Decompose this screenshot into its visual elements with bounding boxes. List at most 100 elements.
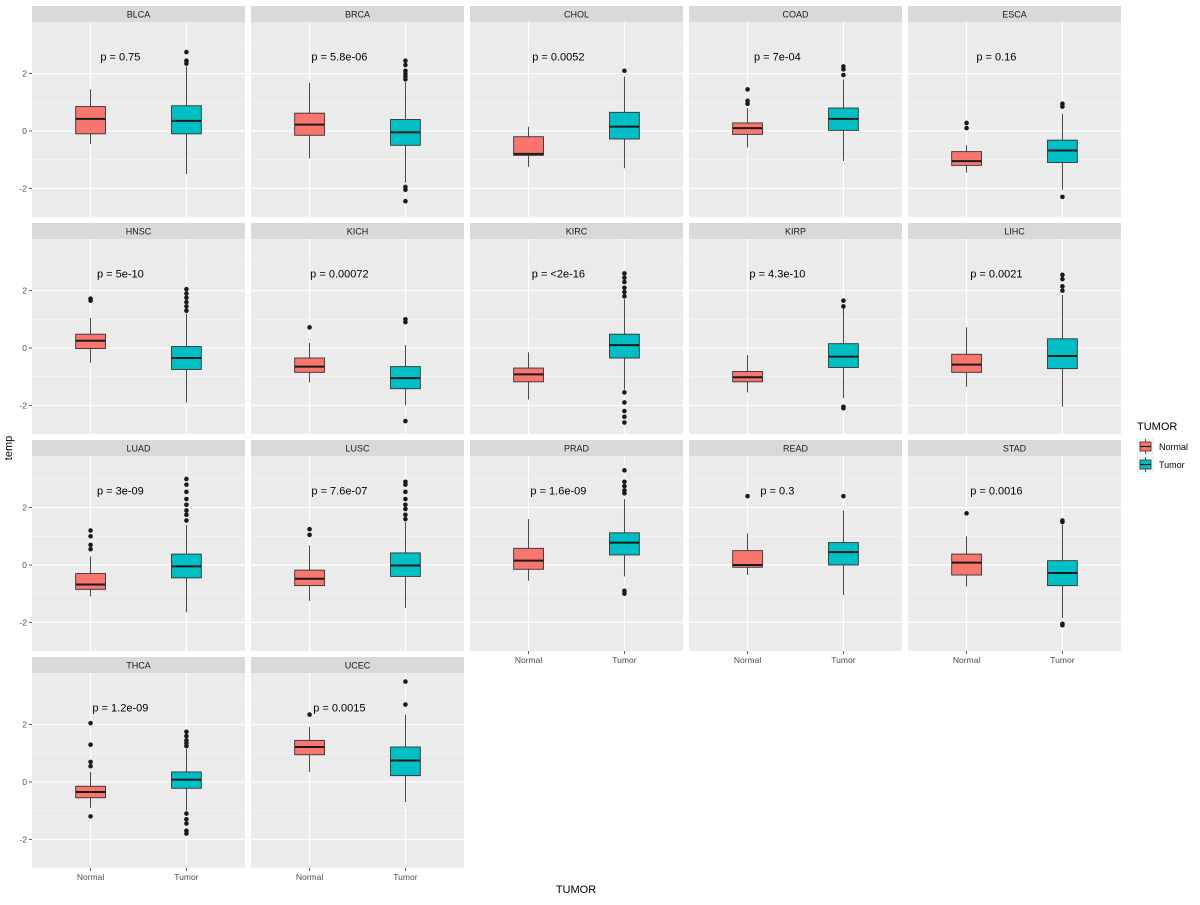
outlier-point (622, 468, 627, 473)
outlier-point (745, 87, 750, 92)
outlier-point (622, 275, 627, 281)
facet-strip-label: UCEC (345, 661, 371, 671)
x-tick-label: Normal (515, 655, 543, 665)
panel-background (251, 456, 464, 651)
panel-background (32, 22, 245, 217)
outlier-point (184, 816, 189, 822)
y-tick-label: -2 (19, 834, 27, 844)
facet-strip-label: BRCA (345, 10, 370, 20)
outlier-point (184, 729, 189, 735)
outlier-point (622, 68, 627, 74)
panel-background (689, 239, 902, 434)
panel-background (470, 22, 683, 217)
facet-strip-label: LIHC (1004, 227, 1025, 237)
outlier-point (88, 542, 93, 548)
box-normal (732, 550, 763, 568)
p-value-label: p = 0.3 (760, 485, 794, 497)
box-normal (294, 357, 325, 373)
p-value-label: p = 4.3e-10 (749, 268, 805, 280)
y-tick-label: 0 (22, 560, 27, 570)
box-tumor (828, 542, 859, 566)
outlier-point (88, 814, 93, 819)
y-tick-label: 0 (22, 343, 27, 353)
legend-title: TUMOR (1137, 421, 1177, 433)
outlier-point (307, 325, 312, 330)
x-tick-label: Normal (734, 655, 762, 665)
box-normal (513, 136, 544, 156)
x-tick-label: Tumor (612, 655, 636, 665)
facet-strip (32, 657, 245, 673)
outlier-point (184, 304, 189, 309)
facet-strip (32, 440, 245, 456)
y-tick-label: -2 (19, 617, 27, 627)
box-tumor (609, 333, 640, 359)
x-tick-label: Normal (953, 655, 981, 665)
x-tick-label: Tumor (1050, 655, 1074, 665)
facet-strip (908, 440, 1121, 456)
facet-strip (689, 6, 902, 22)
outlier-point (841, 405, 846, 411)
outlier-point (403, 516, 408, 522)
outlier-point (184, 299, 189, 305)
outlier-point (745, 98, 750, 104)
outlier-point (622, 279, 627, 285)
outlier-point (184, 733, 189, 739)
y-tick-label: 0 (22, 126, 27, 136)
p-value-label: p = 0.0052 (532, 51, 584, 63)
p-value-label: p = 0.00072 (310, 268, 368, 280)
outlier-point (184, 286, 189, 292)
outlier-point (184, 831, 189, 836)
x-tick-label: Normal (296, 872, 324, 882)
panel-background (689, 22, 902, 217)
facet-strip-label: STAD (1003, 444, 1027, 454)
facet-strip (908, 6, 1121, 22)
facet-strip-label: ESCA (1002, 10, 1027, 20)
p-value-label: p = 5e-10 (97, 268, 144, 280)
facet-strip-label: LUSC (345, 444, 370, 454)
facet-strip-label: PRAD (564, 444, 590, 454)
outlier-point (184, 476, 189, 482)
facet-strip-label: HNSC (126, 227, 152, 237)
facet-strip (251, 223, 464, 239)
panel-background (251, 239, 464, 434)
outlier-point (307, 526, 312, 532)
outlier-point (184, 49, 189, 55)
box-tumor (828, 343, 859, 368)
outlier-point (622, 483, 627, 489)
p-value-label: p = 3e-09 (97, 485, 144, 497)
outlier-point (403, 502, 408, 508)
p-value-label: p = 0.16 (976, 51, 1016, 63)
facet-strip (251, 657, 464, 673)
outlier-point (184, 58, 189, 64)
facet-strip-label: KICH (347, 227, 369, 237)
outlier-point (622, 408, 627, 414)
facet-strip-label: READ (783, 444, 809, 454)
facet-strip-label: KIRP (785, 227, 806, 237)
outlier-point (622, 390, 627, 395)
outlier-point (184, 508, 189, 513)
outlier-point (964, 125, 969, 131)
y-axis-title: temp (3, 436, 15, 460)
outlier-point (622, 289, 627, 295)
facet-strip (470, 440, 683, 456)
panel-background (251, 22, 464, 217)
p-value-label: p = 0.75 (100, 51, 140, 63)
outlier-point (841, 304, 846, 309)
p-value-label: p = 5.8e-06 (311, 51, 367, 63)
outlier-point (964, 511, 969, 516)
panel-background (908, 22, 1121, 217)
panel-background (32, 673, 245, 868)
x-tick-label: Tumor (831, 655, 855, 665)
outlier-point (403, 479, 408, 485)
p-value-label: p = 0.0021 (970, 268, 1022, 280)
outlier-point (403, 58, 408, 64)
outlier-point (1060, 518, 1065, 523)
facet-strip-label: KIRC (566, 227, 588, 237)
facet-strip (689, 440, 902, 456)
box-tumor (1047, 338, 1078, 370)
panel-background (32, 239, 245, 434)
outlier-point (964, 120, 969, 126)
box-normal (513, 547, 544, 570)
outlier-point (184, 811, 189, 816)
